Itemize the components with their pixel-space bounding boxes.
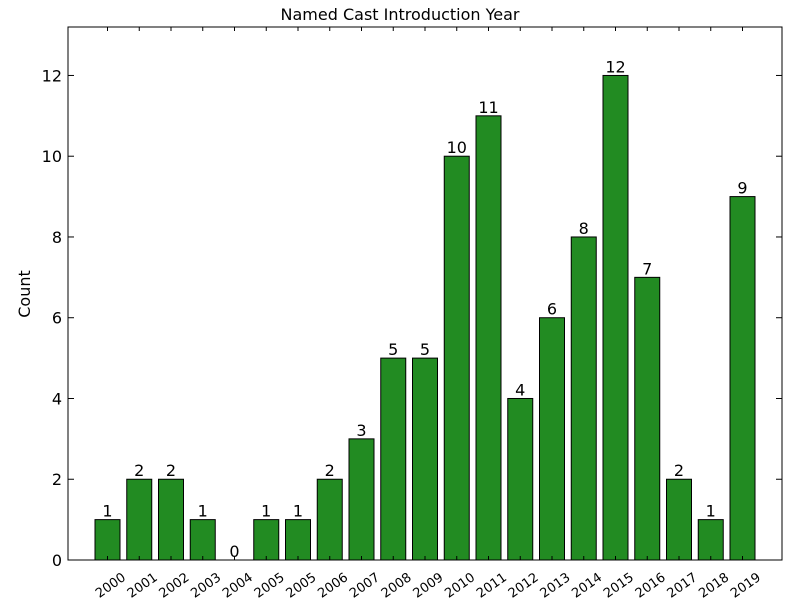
x-tick-label: 2006 (315, 570, 351, 600)
bar (380, 357, 407, 561)
y-tick-label: 2 (52, 470, 62, 489)
bar (412, 357, 438, 561)
bar-value-label: 5 (388, 340, 398, 359)
x-tick-label: 2010 (442, 570, 478, 600)
x-tick-label: 2018 (696, 570, 732, 600)
x-tick-label: 2001 (125, 570, 161, 600)
bar-value-label: 2 (134, 461, 144, 480)
bar (253, 519, 280, 561)
x-tick-label: 2013 (538, 570, 574, 600)
bar-value-label: 4 (515, 380, 525, 399)
x-tick-label: 2016 (633, 570, 669, 600)
y-tick-label: 10 (42, 147, 62, 166)
bar-value-label: 8 (579, 219, 589, 238)
bar (158, 478, 184, 561)
y-axis-label: Count (15, 270, 34, 318)
chart-title: Named Cast Introduction Year (281, 5, 520, 24)
bar-value-label: 2 (166, 461, 176, 480)
bar-value-label: 0 (229, 542, 239, 561)
x-tick-label: 2008 (379, 570, 415, 600)
bar-value-label: 11 (478, 98, 498, 117)
bar-value-label: 5 (420, 340, 430, 359)
bar-value-label: 12 (605, 57, 625, 76)
bar (507, 397, 534, 561)
x-tick-label: 2005 (252, 570, 288, 600)
y-tick-label: 8 (52, 228, 62, 247)
bar (443, 155, 470, 561)
bar-value-label: 7 (642, 259, 652, 278)
bar (729, 196, 756, 561)
bar-value-label: 6 (547, 300, 557, 319)
bar-value-label: 1 (293, 502, 303, 521)
y-tick-label: 12 (42, 66, 62, 85)
bar-value-label: 2 (674, 461, 684, 480)
bar-value-label: 9 (737, 179, 747, 198)
x-tick-label: 2012 (506, 570, 542, 600)
x-tick-label: 2011 (474, 570, 510, 600)
bar-value-label: 1 (102, 502, 112, 521)
bar (539, 317, 565, 561)
bar-value-label: 1 (198, 502, 208, 521)
bar (634, 276, 661, 561)
bar-value-label: 2 (325, 461, 335, 480)
bar-value-label: 3 (356, 421, 366, 440)
x-tick-label: 2000 (93, 570, 129, 600)
x-tick-label: 2005 (284, 570, 320, 600)
y-tick-label: 0 (52, 551, 62, 570)
x-tick-label: 2017 (665, 570, 701, 600)
plot-frame (67, 26, 783, 561)
bar (285, 519, 311, 561)
bar (570, 236, 597, 561)
bar (475, 115, 502, 561)
bar-value-label: 1 (261, 502, 271, 521)
bar (94, 519, 121, 561)
y-tick-label: 6 (52, 309, 62, 328)
bars-group (94, 74, 756, 561)
x-tick-label: 2002 (157, 570, 193, 600)
x-tick-label: 2014 (569, 570, 605, 600)
bar (602, 74, 629, 561)
x-tick-label: 2007 (347, 570, 383, 600)
y-tick-label: 4 (52, 389, 62, 408)
x-tick-label: 2004 (220, 570, 256, 600)
bar (126, 478, 153, 561)
x-tick-label: 2015 (601, 570, 637, 600)
x-tick-label: 2019 (728, 570, 764, 600)
bar (316, 478, 343, 561)
bar (697, 519, 724, 561)
x-tick-label: 2009 (411, 570, 447, 600)
bar-value-label: 10 (447, 138, 467, 157)
bar (189, 519, 216, 561)
bar (348, 438, 375, 561)
bar (666, 478, 692, 561)
x-tick-label: 2003 (188, 570, 224, 600)
bar-value-label: 1 (706, 502, 716, 521)
